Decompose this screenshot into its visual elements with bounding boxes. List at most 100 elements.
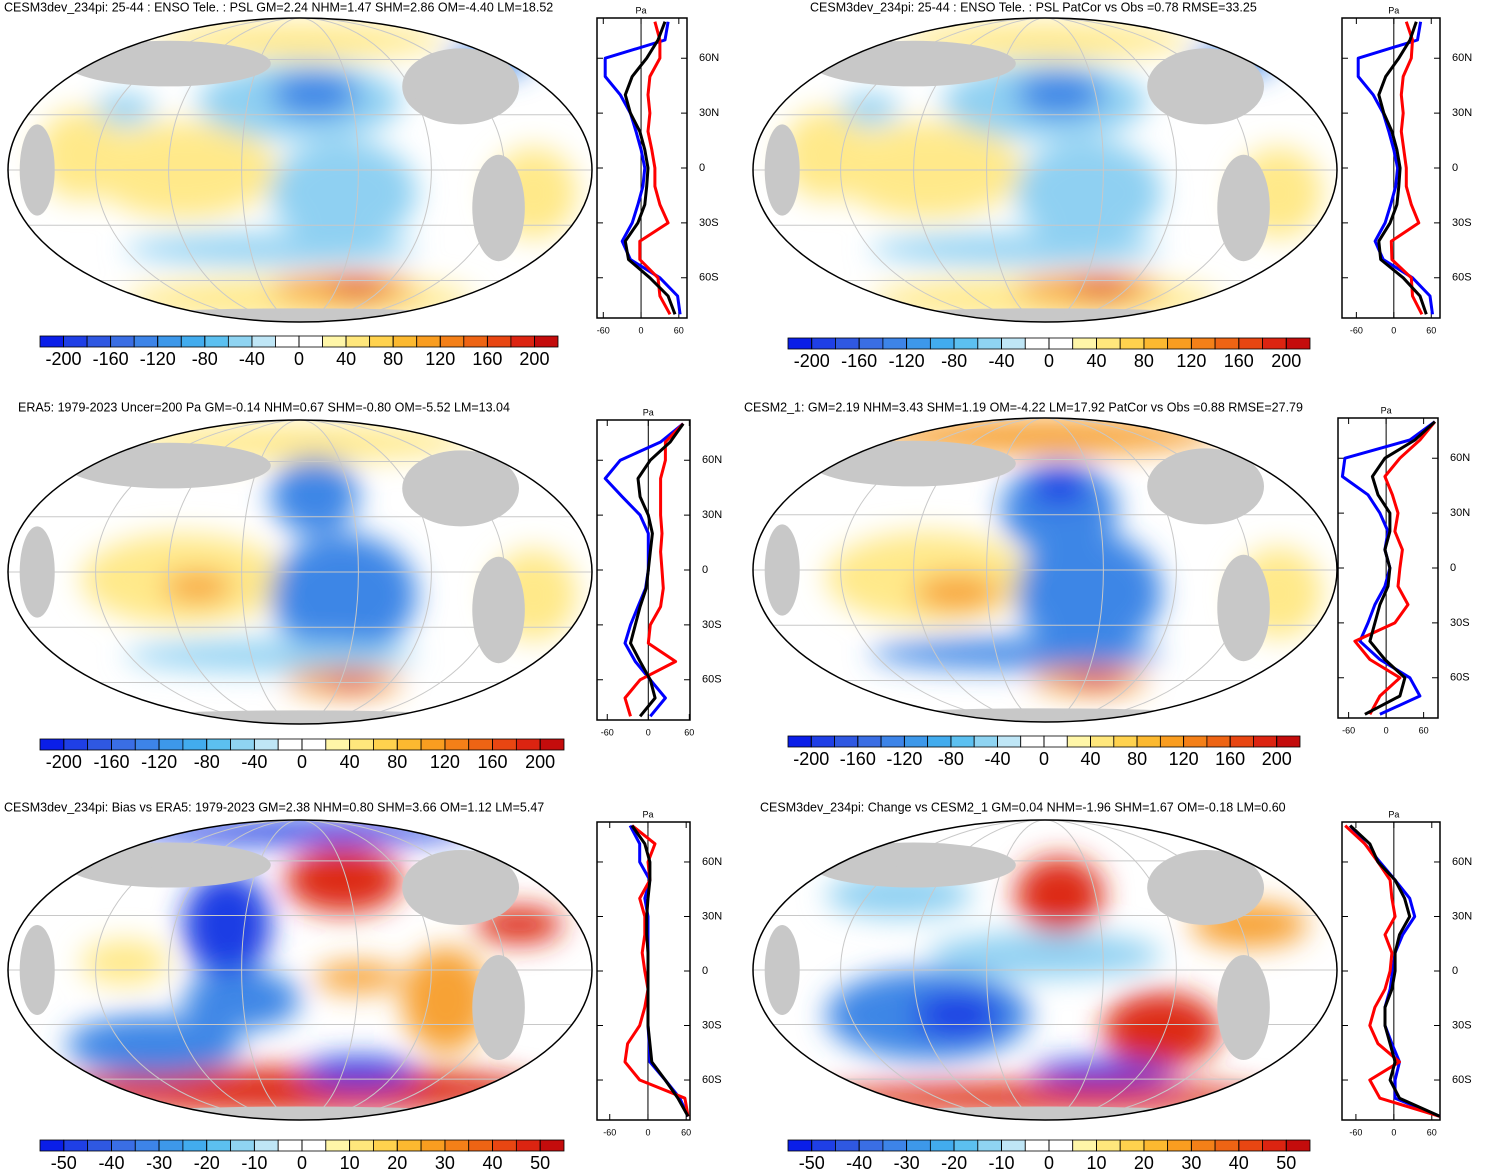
colorbar-box [882, 337, 908, 350]
graticule [986, 18, 1104, 322]
colorbar-box [858, 1139, 884, 1152]
colorbar-label: 30 [1181, 1153, 1201, 1173]
y-tick-label: 60N [702, 454, 722, 466]
colorbar-box [929, 1139, 955, 1152]
colorbar-box [950, 735, 975, 748]
colorbar-box [369, 335, 394, 348]
colorbar-box [180, 335, 206, 348]
x-tick-label: 0 [639, 325, 644, 335]
colorbar-box [510, 335, 535, 348]
colorbar-box [858, 337, 884, 350]
field-blob [913, 992, 1002, 1038]
colorbar-box [204, 335, 229, 348]
colorbar-box [977, 1139, 1002, 1152]
colorbar-box [1214, 1139, 1240, 1152]
field-blob [270, 458, 359, 534]
colorbar-label: 50 [530, 1153, 550, 1173]
y-tick-label: 0 [702, 965, 708, 977]
y-tick-label: 60N [1450, 452, 1470, 464]
colorbar-box [230, 1139, 255, 1152]
colorbar-box [420, 738, 446, 751]
colorbar-label: -40 [239, 349, 265, 369]
colorbar-box [301, 738, 327, 751]
field-blob [285, 847, 403, 913]
profile-line [1364, 420, 1436, 716]
colorbar-box [63, 335, 88, 348]
colorbar-box [486, 335, 512, 348]
colorbar-box [86, 335, 112, 348]
colorbar-box [1262, 337, 1287, 350]
colorbar-box [396, 1139, 422, 1152]
colorbar-box [1001, 337, 1026, 350]
colorbar-box [1190, 1139, 1216, 1152]
colorbar-box [1253, 735, 1278, 748]
land [124, 308, 476, 322]
colorbar-label: 80 [383, 349, 403, 369]
y-tick-label: 0 [1452, 965, 1458, 977]
graticule [986, 418, 1104, 722]
x-axis-label: Pa [1381, 405, 1392, 415]
profile-line [623, 422, 685, 717]
y-tick-label: 60N [1452, 52, 1472, 64]
colorbar-box [444, 1139, 470, 1152]
y-tick-label: 60N [699, 52, 719, 64]
colorbar-label: -80 [941, 351, 967, 371]
x-tick-label: -60 [597, 325, 610, 335]
colorbar-box [253, 1139, 279, 1152]
field-blob [300, 1057, 417, 1087]
colorbar-box [416, 335, 441, 348]
colorbar-box [133, 335, 159, 348]
field-blob [270, 71, 359, 117]
graticule [95, 18, 505, 322]
graticule [986, 820, 1104, 1120]
colorbar-label: 10 [1086, 1153, 1106, 1173]
colorbar-box [182, 738, 208, 751]
colorbar-box [787, 1139, 813, 1152]
field-blob [183, 872, 271, 978]
y-tick-label: 60S [699, 272, 719, 284]
colorbar-label: 80 [1134, 351, 1154, 371]
x-tick-label: 0 [1391, 1127, 1396, 1137]
land [66, 442, 271, 489]
colorbar-box [39, 738, 65, 751]
colorbar-box [373, 738, 398, 751]
field-blob [95, 94, 154, 125]
colorbar-box [1143, 1139, 1169, 1152]
colorbar-box [227, 335, 253, 348]
colorbar-box [275, 335, 300, 348]
y-tick-label: 60N [702, 856, 722, 868]
graticule [840, 820, 1250, 1120]
colorbar-box [345, 335, 371, 348]
map-outline [7, 17, 593, 323]
colorbar-box [325, 738, 351, 751]
x-axis-label: Pa [636, 5, 647, 15]
y-tick-label: 30S [702, 619, 722, 631]
map [8, 820, 592, 1120]
graticule [168, 820, 432, 1120]
x-tick-label: -60 [1349, 1127, 1362, 1137]
colorbar-label: 40 [1081, 749, 1101, 769]
graticule [95, 420, 505, 724]
map [753, 18, 1337, 322]
map-outline [752, 417, 1338, 723]
colorbar-box [1276, 735, 1301, 748]
field-blob [869, 233, 1162, 265]
field-blob [826, 532, 1031, 624]
colorbar-box [158, 1139, 184, 1152]
colorbar-label: 160 [1224, 351, 1254, 371]
land [811, 842, 1016, 888]
profile-frame [596, 419, 691, 721]
x-tick-label: 60 [1427, 1127, 1437, 1137]
panel-title: CESM3dev_234pi: 25-44 : ENSO Tele. : PSL… [810, 0, 1257, 14]
colorbar-box [1238, 1139, 1263, 1152]
colorbar-label: -160 [93, 752, 129, 772]
colorbar-box [1285, 337, 1311, 350]
map-field [811, 857, 1308, 1113]
land [402, 450, 519, 527]
colorbar-label: 160 [478, 752, 508, 772]
colorbar-box [835, 1139, 860, 1152]
graticule [840, 418, 1250, 722]
y-tick-label: 30S [702, 1019, 722, 1031]
colorbar-box [87, 1139, 112, 1152]
